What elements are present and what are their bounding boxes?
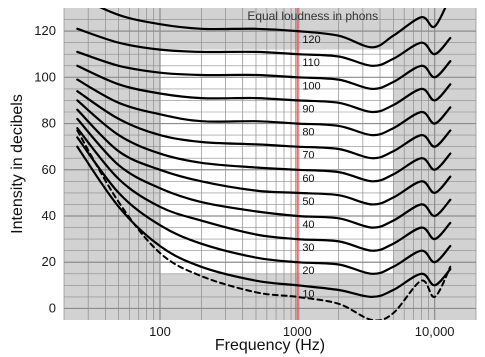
x-tick-label: 10,000 bbox=[415, 324, 455, 339]
y-tick-label: 20 bbox=[42, 254, 56, 269]
phon-curve-60 bbox=[76, 99, 452, 183]
reference-line-layer bbox=[295, 8, 300, 320]
phon-curve-20 bbox=[76, 136, 452, 275]
plot-background bbox=[64, 8, 476, 320]
phon-curve-30 bbox=[76, 127, 452, 252]
series-layer bbox=[76, 8, 452, 320]
series-label-40: 40 bbox=[302, 219, 314, 231]
phon-curve-90 bbox=[76, 64, 452, 114]
series-label-110: 110 bbox=[302, 57, 320, 69]
series-label-90: 90 bbox=[302, 103, 314, 115]
series-label-70: 70 bbox=[302, 150, 314, 162]
y-tick-label: 120 bbox=[34, 23, 56, 38]
tick-label-layer: 100 1000 10,000 0 20 40 60 80 100 120 bbox=[34, 23, 454, 339]
y-tick-label: 0 bbox=[49, 300, 56, 315]
y-tick-label: 80 bbox=[42, 116, 56, 131]
series-label-50: 50 bbox=[302, 196, 314, 208]
series-label-80: 80 bbox=[302, 127, 314, 139]
phon-curve-10 bbox=[76, 145, 452, 298]
chart-annotation: Equal loudness in phons bbox=[247, 9, 378, 23]
x-tick-label: 1000 bbox=[283, 324, 312, 339]
x-tick-label: 100 bbox=[149, 324, 171, 339]
phon-curve-70 bbox=[76, 90, 452, 160]
series-label-60: 60 bbox=[302, 173, 314, 185]
phon-curve-50 bbox=[76, 108, 452, 206]
phon-curve-80 bbox=[76, 78, 452, 137]
series-label-120: 120 bbox=[302, 34, 320, 46]
series-label-10: 10 bbox=[302, 288, 314, 300]
y-tick-label: 40 bbox=[42, 208, 56, 223]
x-axis-title: Frequency (Hz) bbox=[215, 337, 325, 354]
series-label-layer: 10 20 30 40 50 60 70 80 90 100 110 120 bbox=[302, 34, 320, 300]
threshold-curve bbox=[76, 129, 452, 320]
series-label-30: 30 bbox=[302, 242, 314, 254]
phon-curve-120 bbox=[99, 8, 447, 49]
y-axis-title: Intensity in decibels bbox=[9, 94, 26, 234]
phon-curve-100 bbox=[76, 50, 452, 91]
series-label-20: 20 bbox=[302, 265, 314, 277]
y-tick-label: 100 bbox=[34, 69, 56, 84]
y-tick-label: 60 bbox=[42, 162, 56, 177]
phon-curve-110 bbox=[76, 27, 452, 67]
series-label-100: 100 bbox=[302, 80, 320, 92]
phon-curve-40 bbox=[76, 117, 452, 229]
